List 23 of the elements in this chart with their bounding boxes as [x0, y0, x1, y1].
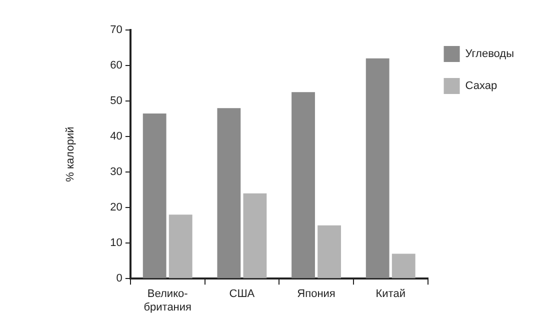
y-tick-label: 70: [110, 24, 122, 36]
y-axis-title: % калорий: [64, 126, 77, 182]
y-tick-label: 20: [110, 202, 122, 214]
bar: [366, 58, 390, 278]
y-tick-label: 10: [110, 237, 122, 250]
bar: [292, 92, 315, 278]
bar: [243, 193, 267, 278]
x-tick-label: Япония: [297, 288, 336, 300]
y-tick-label: 0: [116, 272, 122, 285]
legend-label: Углеводы: [465, 48, 514, 60]
bar: [392, 254, 416, 278]
bar: [217, 108, 241, 278]
legend-label: Сахар: [465, 80, 498, 92]
y-tick-label: 30: [110, 166, 122, 178]
x-tick-label: США: [229, 288, 256, 300]
bar: [318, 225, 341, 278]
y-tick-label: 60: [110, 60, 122, 72]
bar: [142, 113, 166, 278]
y-tick-label: 40: [110, 130, 122, 143]
x-tick-label: Велико- британия: [144, 288, 192, 314]
y-tick-label: 50: [110, 95, 122, 108]
bar: [168, 214, 192, 278]
x-tick-label: Китай: [376, 288, 406, 300]
